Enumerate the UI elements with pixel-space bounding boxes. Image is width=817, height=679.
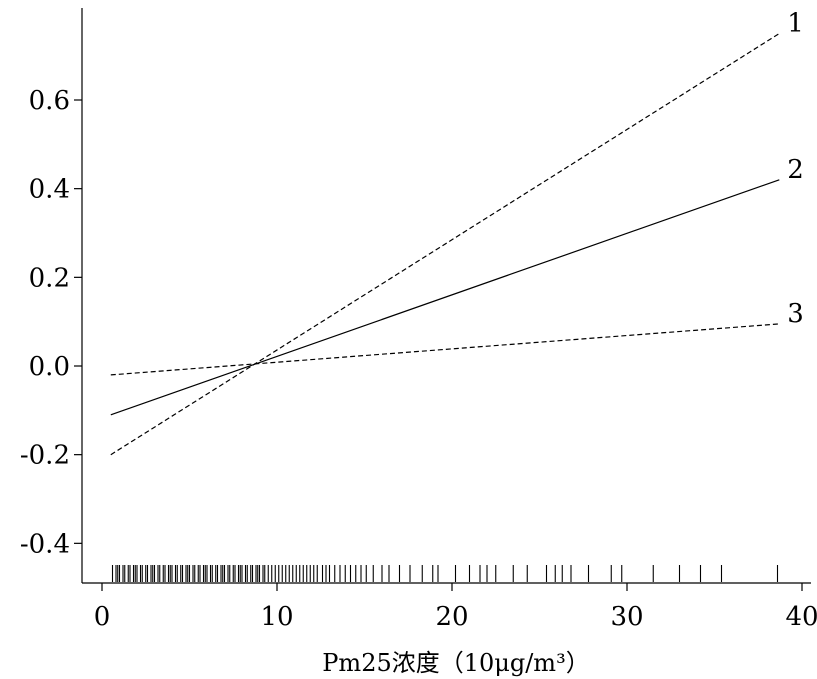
series-label-2: 2	[787, 155, 804, 185]
x-tick-label: 40	[785, 602, 817, 632]
y-tick-label: 0.0	[29, 352, 70, 382]
series-line-1	[110, 32, 780, 456]
series-line-3	[110, 323, 780, 376]
y-tick-label: 0.6	[29, 86, 70, 116]
series-line-2	[110, 179, 780, 416]
y-tick-label: 0.4	[29, 175, 70, 205]
x-tick-label: 0	[94, 602, 111, 632]
x-tick-label: 10	[260, 602, 293, 632]
x-ticks: 0 10 20 30 40	[94, 583, 817, 632]
axes	[81, 8, 811, 584]
rug-plot	[111, 565, 779, 582]
series-label-3: 3	[787, 299, 804, 329]
x-axis-label: Pm25浓度（10μg/m³）	[322, 649, 589, 677]
series-label-1: 1	[787, 9, 804, 39]
y-tick-label: -0.2	[20, 441, 70, 471]
y-tick-label: -0.4	[20, 529, 70, 559]
x-tick-label: 30	[610, 602, 643, 632]
y-ticks: -0.4 -0.2 0.0 0.2 0.4 0.6	[20, 86, 82, 559]
series-lines: 1 2 3	[110, 9, 804, 456]
x-tick-label: 20	[435, 602, 468, 632]
y-tick-label: 0.2	[29, 263, 70, 293]
